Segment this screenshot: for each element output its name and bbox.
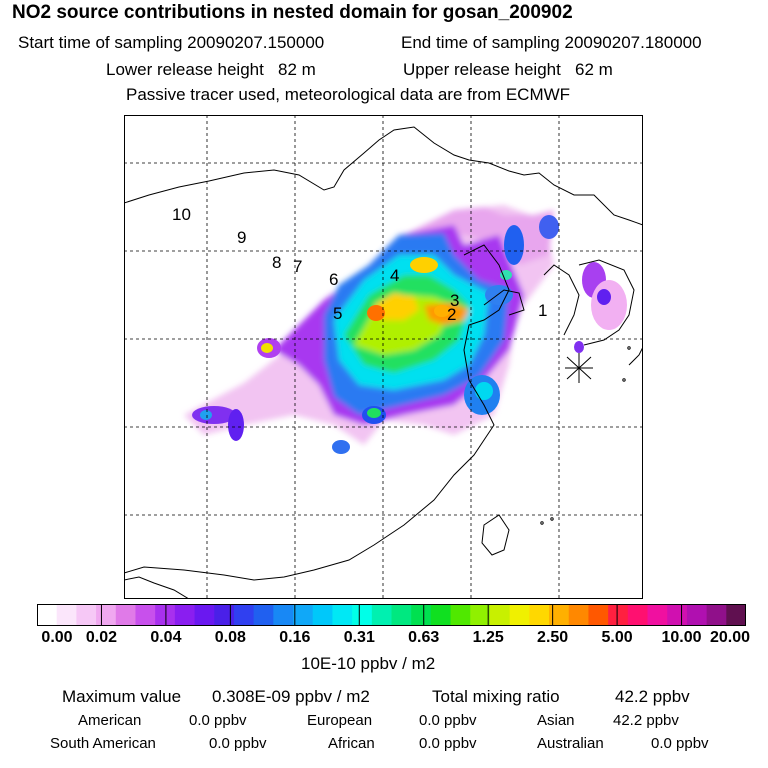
colorbar-cell — [115, 604, 137, 626]
colorbar-cell — [194, 604, 215, 626]
footprint-map: 10 9 8 7 6 4 5 3 2 1 — [124, 115, 643, 599]
max-value: 0.308E-09 ppbv / m2 — [212, 687, 370, 706]
colorbar-cell — [726, 604, 746, 626]
colorbar-cell — [37, 604, 58, 626]
trajectory-label: 10 — [172, 205, 191, 224]
colorbar-tick-label: 0.08 — [214, 629, 246, 646]
trajectory-label: 5 — [333, 304, 342, 323]
colorbar-tick-label: 0.02 — [85, 629, 118, 646]
colorbar-cell — [529, 604, 550, 626]
trajectory-label: 6 — [329, 270, 338, 289]
colorbar-cell — [391, 604, 412, 626]
colorbar-cell — [608, 604, 629, 626]
colorbar-tick-label: 2.50 — [537, 629, 569, 646]
lower-release-height: Lower release height 82 m — [106, 60, 316, 79]
colorbar-cell — [450, 604, 471, 626]
trajectory-label: 4 — [390, 266, 399, 285]
colorbar-tick-label: 20.00 — [709, 629, 751, 646]
upper-release-height: Upper release height 62 m — [403, 60, 613, 79]
trajectory-label: 1 — [538, 301, 547, 320]
colorbar-cell — [470, 604, 491, 626]
colorbar-cell — [588, 604, 609, 626]
trajectory-label: 9 — [237, 228, 246, 247]
south-american-value: 0.0 ppbv — [209, 735, 267, 752]
australian-label: Australian — [537, 735, 604, 752]
colorbar-cell — [430, 604, 452, 626]
asian-value: 42.2 ppbv — [613, 712, 679, 729]
colorbar-tick-label: 1.25 — [472, 629, 504, 646]
trajectory-label: 7 — [293, 257, 302, 276]
start-time: Start time of sampling 20090207.150000 — [18, 33, 325, 52]
colorbar-cell — [233, 604, 255, 626]
colorbar-cell — [411, 604, 432, 626]
colorbar-cell — [174, 604, 196, 626]
colorbar-cell — [253, 604, 274, 626]
colorbar-cell — [76, 604, 97, 626]
colorbar-cell — [273, 604, 294, 626]
colorbar-cell — [135, 604, 156, 626]
colorbar-tick-label: 10.00 — [661, 629, 702, 646]
colorbar-cell — [293, 604, 314, 626]
colorbar-cell — [312, 604, 334, 626]
american-value: 0.0 ppbv — [189, 712, 247, 729]
european-value: 0.0 ppbv — [419, 712, 477, 729]
colorbar-cell — [549, 604, 570, 626]
african-label: African — [328, 735, 375, 752]
model-note: Passive tracer used, meteorological data… — [126, 85, 571, 104]
coastlines — [124, 126, 643, 599]
trajectory-label: 2 — [447, 305, 456, 324]
colorbar-cell — [706, 604, 727, 626]
colorbar-tick-label: 0.00 — [41, 629, 73, 646]
colorbar-tick-label: 0.16 — [279, 629, 311, 646]
colorbar-tick-label: 0.04 — [150, 629, 182, 646]
colorbar-tick-label: 5.00 — [601, 629, 633, 646]
trajectory-label: 3 — [450, 291, 459, 310]
max-value-label: Maximum value — [62, 687, 182, 706]
colorbar-cell — [568, 604, 590, 626]
colorbar-cell — [352, 604, 373, 626]
end-time: End time of sampling 20090207.180000 — [401, 33, 702, 52]
african-value: 0.0 ppbv — [419, 735, 477, 752]
colorbar — [37, 604, 746, 626]
european-label: European — [307, 712, 373, 729]
colorbar-cell — [686, 604, 708, 626]
trajectory-labels: 10 9 8 7 6 4 5 3 2 1 — [172, 205, 547, 324]
colorbar-cell — [155, 604, 176, 626]
trajectory-label: 8 — [272, 253, 281, 272]
colorbar-cell — [627, 604, 649, 626]
colorbar-cell — [56, 604, 77, 626]
receptor-asterisk-icon — [565, 353, 593, 383]
australian-value: 0.0 ppbv — [651, 735, 709, 752]
colorbar-tick-label: 0.31 — [343, 629, 375, 646]
colorbar-unit: 10E-10 ppbv / m2 — [301, 654, 436, 673]
concentration-hotspots — [192, 215, 627, 454]
lat-lon-grid — [124, 115, 643, 599]
colorbar-cell — [509, 604, 530, 626]
colorbar-cell — [332, 604, 353, 626]
colorbar-cell — [214, 604, 235, 626]
page-title: NO2 source contributions in nested domai… — [12, 2, 573, 23]
asian-label: Asian — [537, 712, 575, 729]
total-mixing-label: Total mixing ratio — [432, 687, 560, 706]
colorbar-cell — [489, 604, 511, 626]
colorbar-cell — [667, 604, 688, 626]
colorbar-cell — [96, 604, 117, 626]
total-mixing-value: 42.2 ppbv — [615, 687, 690, 706]
colorbar-cell — [371, 604, 393, 626]
south-american-label: South American — [50, 735, 156, 752]
colorbar-tick-label: 0.63 — [408, 629, 440, 646]
colorbar-cell — [647, 604, 668, 626]
american-label: American — [78, 712, 142, 729]
